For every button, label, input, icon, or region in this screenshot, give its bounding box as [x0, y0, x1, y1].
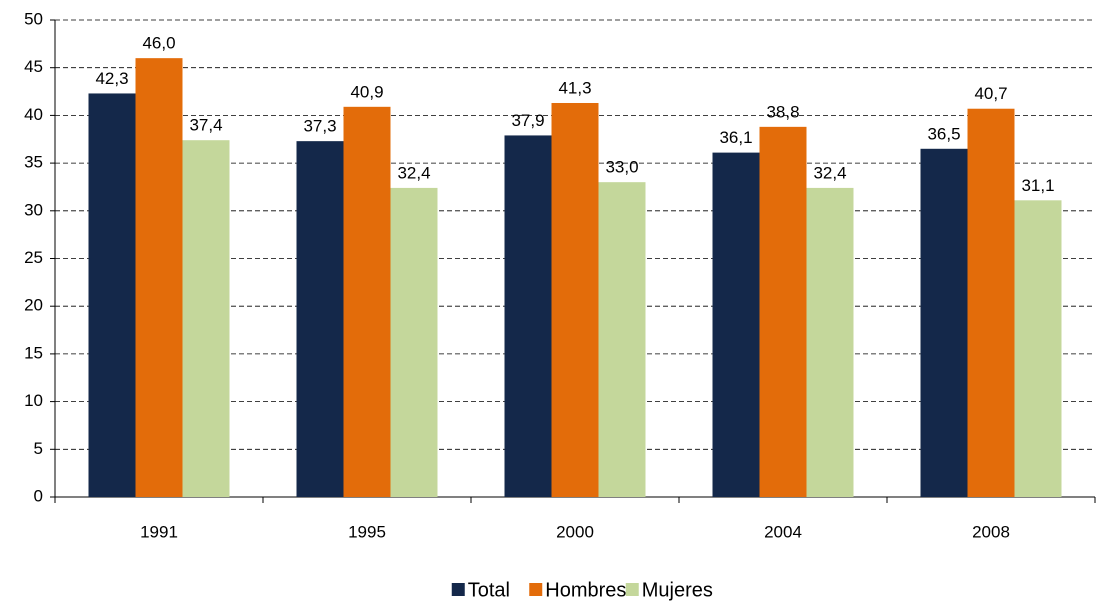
y-tick-label: 25: [24, 248, 43, 267]
x-tick-label: 2004: [764, 522, 802, 541]
x-tick-label: 1995: [348, 522, 386, 541]
bar: [920, 148, 968, 498]
data-label: 40,9: [350, 82, 383, 101]
bar: [598, 182, 646, 497]
bar: [504, 135, 552, 497]
legend-swatch: [625, 583, 639, 596]
data-label: 37,4: [189, 116, 222, 135]
bar: [296, 141, 344, 497]
data-label: 36,5: [927, 124, 960, 143]
bar: [343, 106, 391, 498]
y-tick-label: 50: [24, 9, 43, 28]
bar: [759, 126, 807, 498]
data-label: 32,4: [397, 163, 430, 182]
bar: [88, 93, 136, 497]
data-label: 40,7: [974, 84, 1007, 103]
y-tick-label: 30: [24, 200, 43, 219]
data-label: 31,1: [1021, 176, 1054, 195]
data-label: 33,0: [605, 158, 638, 177]
bar: [712, 152, 760, 497]
x-tick-label: 2008: [972, 522, 1010, 541]
bar: [551, 102, 599, 498]
bar: [806, 187, 854, 498]
legend-swatch: [529, 583, 543, 596]
bar: [135, 58, 183, 497]
data-label: 37,3: [303, 117, 336, 136]
y-tick-label: 15: [24, 343, 43, 362]
x-tick-label: 1991: [140, 522, 178, 541]
bar: [390, 187, 438, 498]
data-label: 42,3: [95, 69, 128, 88]
data-label: 36,1: [719, 128, 752, 147]
y-tick-label: 20: [24, 296, 43, 315]
data-label: 32,4: [813, 163, 846, 182]
y-tick-label: 45: [24, 57, 43, 76]
y-tick-label: 35: [24, 153, 43, 172]
data-label: 38,8: [766, 102, 799, 121]
data-label: 46,0: [142, 34, 175, 53]
y-tick-label: 0: [34, 486, 43, 505]
bar: [182, 140, 230, 498]
data-label: 37,9: [511, 111, 544, 130]
bar: [967, 108, 1015, 498]
x-tick-label: 2000: [556, 522, 594, 541]
data-label: 41,3: [558, 78, 591, 97]
legend-swatch: [451, 583, 465, 596]
bar: [1014, 200, 1062, 497]
y-tick-label: 10: [24, 391, 43, 410]
y-tick-label: 5: [34, 439, 43, 458]
y-tick-label: 40: [24, 105, 43, 124]
legend-label: Hombres: [545, 579, 626, 601]
legend-label: Mujeres: [642, 579, 713, 601]
legend-label: Total: [468, 579, 510, 601]
